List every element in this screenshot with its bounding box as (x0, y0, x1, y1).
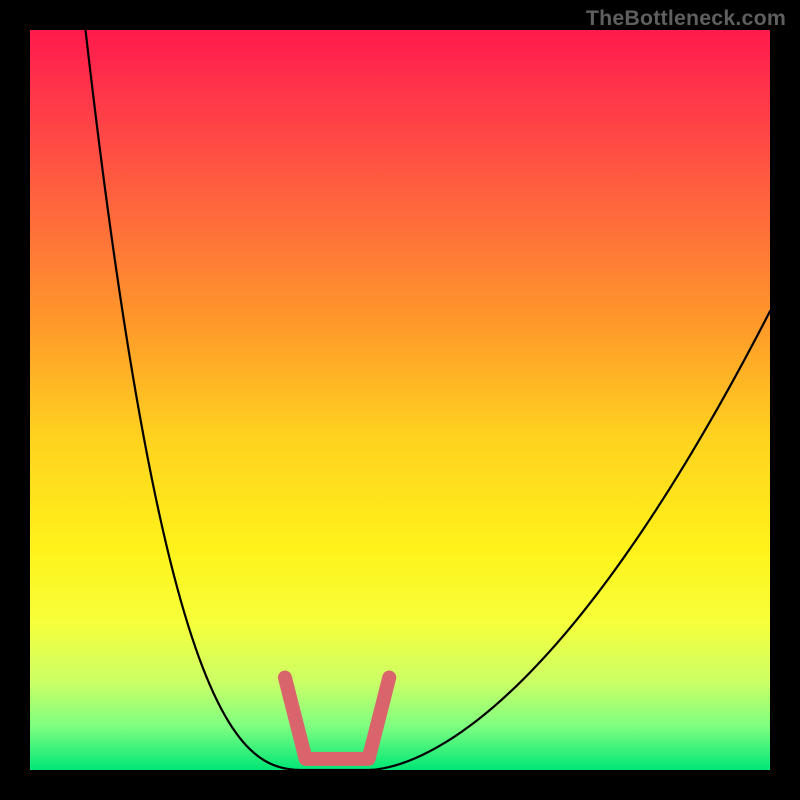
gradient-background (30, 30, 770, 770)
bottleneck-chart (0, 0, 800, 800)
chart-stage: TheBottleneck.com (0, 0, 800, 800)
